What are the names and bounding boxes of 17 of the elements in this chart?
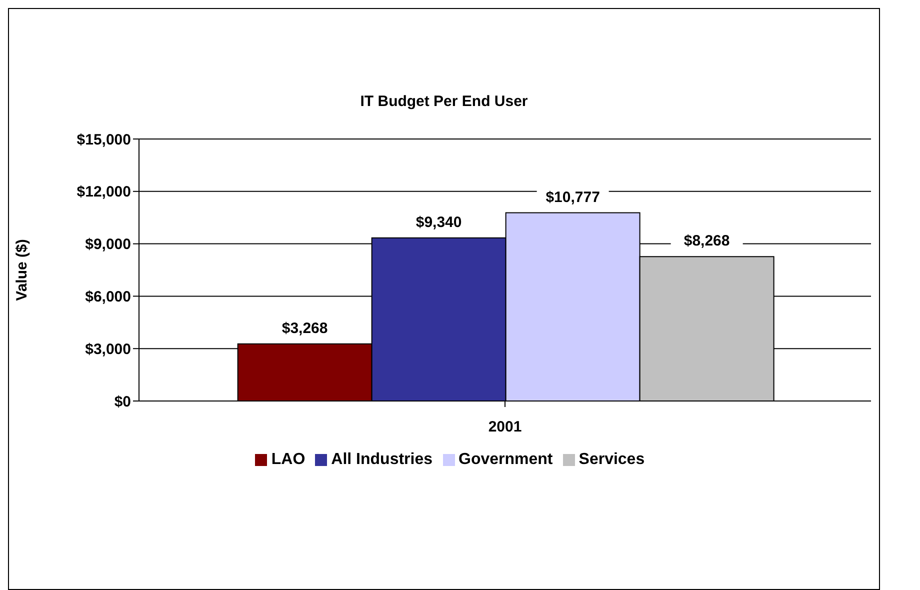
y-tick-label: $6,000 (85, 288, 131, 306)
data-label: $10,777 (546, 188, 600, 206)
y-tick-label: $12,000 (76, 184, 131, 201)
y-axis-title: Value ($) (13, 239, 30, 301)
y-tick-label: $15,000 (76, 131, 131, 148)
y-tick-label: $9,000 (85, 236, 131, 254)
legend-label: All Industries (331, 451, 433, 468)
legend-label: LAO (271, 451, 306, 468)
y-tick-label: $3,000 (85, 340, 131, 358)
data-label: $9,340 (416, 214, 462, 231)
data-label: $8,268 (684, 232, 730, 250)
legend-label: Government (458, 451, 553, 468)
data-label: $3,268 (282, 320, 328, 337)
chart-title: IT Budget Per End User (359, 93, 529, 110)
y-tick-label: $0 (114, 393, 131, 410)
legend-label: Services (578, 451, 645, 468)
x-tick-label: 2001 (488, 418, 522, 436)
